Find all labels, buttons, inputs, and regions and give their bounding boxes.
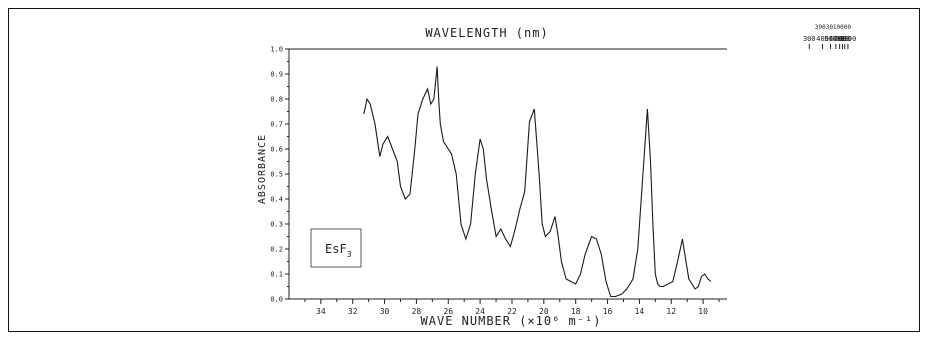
x-axis-ticks: 34 32 30 28 26 24 22 20 18 16 14 12 10 xyxy=(304,299,720,316)
compound-label-base: EsF xyxy=(325,242,347,256)
top-tick-label: 500 xyxy=(824,35,837,43)
y-tick-label: 0.3 xyxy=(270,221,283,229)
y-tick-label: 0.9 xyxy=(270,71,283,79)
y-tick-label: 0.1 xyxy=(270,271,283,279)
top-tick-label: 600 xyxy=(830,35,843,43)
figure-frame: 3903010000 WAVELENGTH (nm) WAVE NUMBER (… xyxy=(8,8,920,332)
top-tick-label: 900 xyxy=(838,35,851,43)
absorbance-spectrum-line xyxy=(363,66,712,298)
corner-code: 3903010000 xyxy=(815,24,852,31)
y-tick-label: 0.6 xyxy=(270,146,283,154)
y-axis-ticks: 0.0 0.1 0.2 0.3 0.4 0.5 0.6 0.7 0.8 0.9 1.0 xyxy=(270,46,289,304)
y-tick-label: 0.4 xyxy=(270,196,283,204)
x-tick-label: 30 xyxy=(380,307,390,316)
top-tick-label: 300 xyxy=(803,35,816,43)
top-tick-label: 800 xyxy=(836,35,849,43)
top-axis-label: WAVELENGTH (nm) xyxy=(425,26,548,40)
y-tick-label: 0.2 xyxy=(270,246,283,254)
x-tick-label: 12 xyxy=(666,307,676,316)
x-tick-label: 16 xyxy=(603,307,613,316)
x-tick-label: 34 xyxy=(316,307,326,316)
bottom-axis-label: WAVE NUMBER (×10⁶ m⁻¹) xyxy=(421,314,602,328)
top-tick-label: 700 xyxy=(833,35,846,43)
y-tick-label: 0.7 xyxy=(270,121,283,129)
x-tick-label: 32 xyxy=(348,307,358,316)
spectrum-chart: 3903010000 WAVELENGTH (nm) WAVE NUMBER (… xyxy=(257,24,856,328)
compound-label: EsF3 xyxy=(325,242,352,259)
x-tick-label: 24 xyxy=(475,307,485,316)
y-tick-label: 1.0 xyxy=(270,46,283,54)
compound-label-subscript: 3 xyxy=(347,250,352,259)
y-axis-label: ABSORBANCE xyxy=(257,134,268,204)
x-tick-label: 18 xyxy=(571,307,581,316)
x-tick-label: 14 xyxy=(635,307,645,316)
x-tick-label: 20 xyxy=(539,307,549,316)
x-tick-label: 28 xyxy=(412,307,422,316)
y-tick-label: 0.0 xyxy=(270,296,283,304)
compound-label-box xyxy=(310,228,362,268)
x-tick-label: 22 xyxy=(507,307,517,316)
x-tick-label: 26 xyxy=(443,307,453,316)
x-tick-label: 10 xyxy=(698,307,708,316)
y-tick-label: 0.8 xyxy=(270,96,283,104)
y-tick-label: 0.5 xyxy=(270,171,283,179)
top-tick-label: 400 xyxy=(816,35,829,43)
top-tick-label: 1100 xyxy=(839,35,856,43)
